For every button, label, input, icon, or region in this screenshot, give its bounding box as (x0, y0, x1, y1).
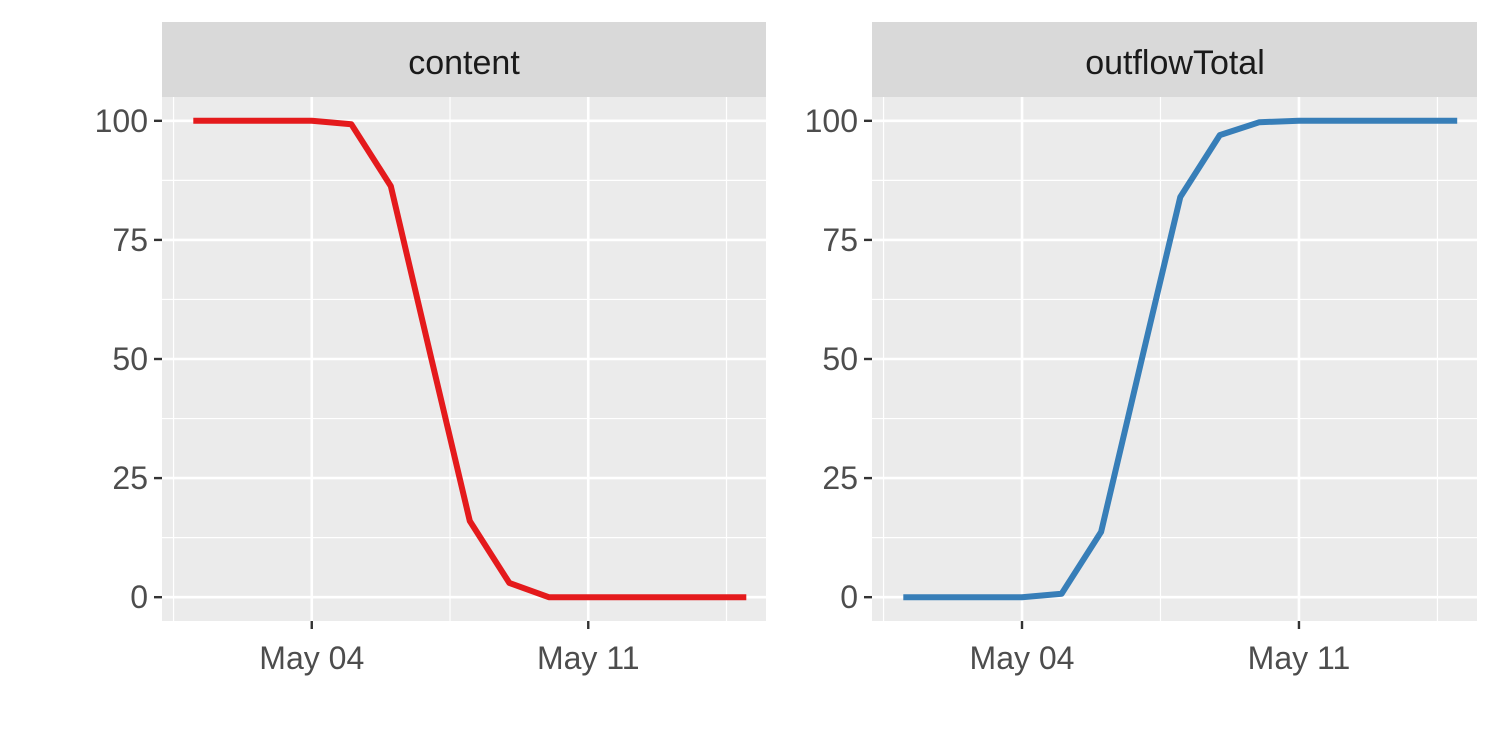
y-axis-tick-label: 50 (822, 341, 858, 377)
y-axis-tick-label: 100 (95, 103, 148, 139)
y-axis-tick-label: 75 (822, 222, 858, 258)
x-axis-tick-label: May 04 (259, 640, 364, 676)
x-axis-tick-label: May 04 (970, 640, 1075, 676)
y-axis-tick-label: 100 (805, 103, 858, 139)
facet-strip-background (162, 22, 766, 97)
y-axis-tick-label: 25 (112, 460, 148, 496)
data-line-layer (193, 117, 747, 601)
facet-strip-label: content (408, 44, 520, 82)
y-axis-tick-label: 75 (112, 222, 148, 258)
facet-panel-outflowtotal: outflowTotal 0 25 50 75 100 May 04 May 11 (805, 22, 1477, 676)
series-line (903, 117, 1458, 601)
x-axis-tick-label: May 11 (537, 640, 640, 676)
y-axis-tick-label: 0 (840, 579, 858, 615)
facet-panel-content: content 0 25 50 75 100 May 04 May 11 (95, 22, 766, 676)
y-axis-tick-label: 50 (112, 341, 148, 377)
axis-ticks (154, 119, 590, 629)
y-axis-tick-labels: 0 25 50 75 100 (95, 103, 148, 615)
x-axis-tick-labels: May 04 May 11 (970, 640, 1351, 676)
facet-strip-label: outflowTotal (1085, 44, 1265, 82)
y-axis-tick-label: 0 (130, 579, 148, 615)
data-line-layer (903, 117, 1458, 601)
y-axis-tick-labels: 0 25 50 75 100 (805, 103, 858, 615)
axis-ticks (864, 119, 1301, 629)
series-line (193, 117, 747, 601)
y-axis-tick-label: 25 (822, 460, 858, 496)
x-axis-tick-labels: May 04 May 11 (259, 640, 639, 676)
x-axis-tick-label: May 11 (1248, 640, 1351, 676)
facet-strip-background (872, 22, 1477, 97)
